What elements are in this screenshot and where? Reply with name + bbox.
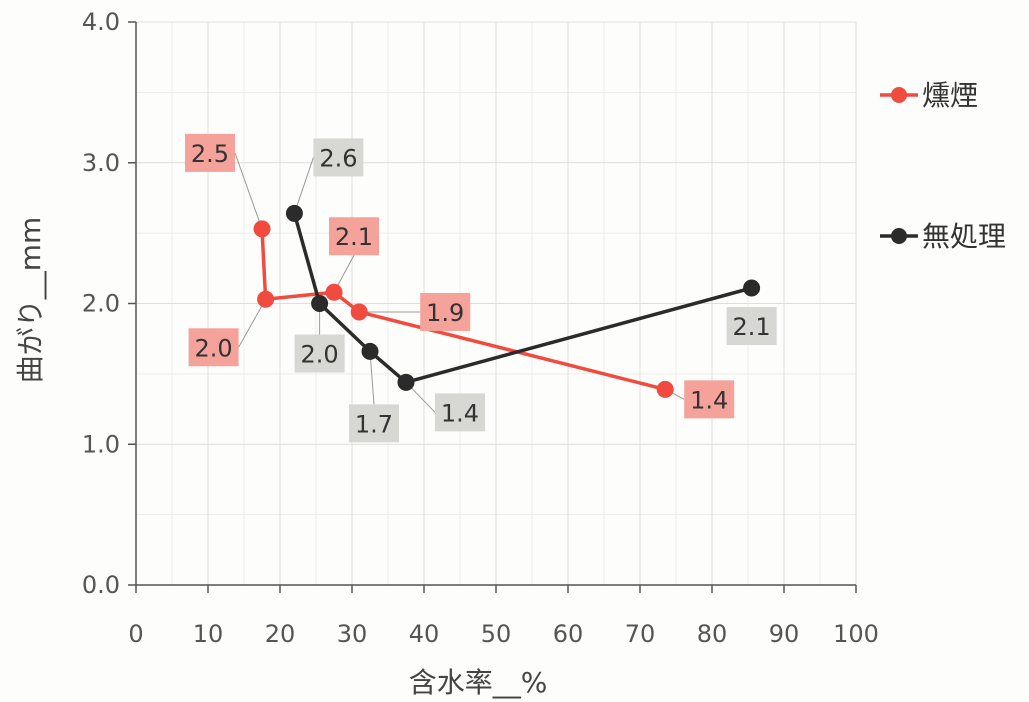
data-label-text: 2.5 — [191, 140, 229, 168]
data-point — [743, 279, 761, 297]
data-point — [325, 283, 343, 301]
x-tick-label: 90 — [769, 620, 800, 648]
label-leader-line — [369, 351, 375, 405]
y-axis-title: 曲がり__mm — [14, 217, 47, 384]
data-label-box — [684, 380, 735, 419]
label-leader-line — [293, 157, 314, 214]
data-point — [397, 373, 415, 391]
x-tick-label: 0 — [128, 620, 143, 648]
data-label-box — [294, 334, 345, 373]
x-tick-label: 80 — [697, 620, 728, 648]
data-label-box — [435, 393, 485, 432]
data-label-box — [420, 292, 471, 331]
series-1 — [253, 220, 674, 398]
y-tick-label: 2.0 — [82, 290, 120, 318]
data-label-box — [188, 328, 239, 367]
data-label-text: 1.4 — [690, 386, 728, 414]
data-point — [257, 290, 275, 308]
data-point — [285, 204, 303, 222]
data-label: 1.9 — [420, 292, 471, 331]
x-tick-label: 10 — [193, 620, 224, 648]
data-label: 2.1 — [726, 307, 777, 346]
x-tick-label: 20 — [265, 620, 296, 648]
label-leader-line — [238, 299, 267, 348]
y-tick-label: 3.0 — [82, 149, 120, 177]
data-label-text: 1.4 — [441, 399, 479, 427]
x-tick-label: 50 — [481, 620, 512, 648]
data-label-text: 2.0 — [195, 334, 233, 362]
data-label-text: 2.1 — [733, 313, 771, 341]
data-label-text: 1.7 — [355, 410, 393, 438]
legend-item-1: 燻煙 — [880, 79, 978, 112]
label-leader-line — [234, 152, 263, 230]
data-point — [311, 295, 329, 312]
data-label: 1.7 — [349, 404, 399, 443]
data-point — [253, 220, 271, 238]
series-group — [253, 204, 761, 398]
grid-lines — [136, 21, 857, 585]
x-tick-labels: 0 10 20 30 40 50 60 70 80 90 100 — [128, 620, 879, 648]
y-tick-label: 1.0 — [82, 430, 120, 458]
legend-item-2: 無処理 — [880, 220, 1006, 253]
legend-marker — [891, 87, 907, 103]
data-label-box — [185, 133, 235, 172]
data-label: 2.5 — [185, 133, 235, 172]
data-point — [350, 303, 368, 321]
data-label: 2.0 — [188, 328, 239, 367]
x-tick-label: 70 — [625, 620, 656, 648]
legend-label: 無処理 — [922, 220, 1006, 253]
data-label-text: 2.6 — [319, 144, 357, 172]
data-label: 2.0 — [294, 334, 345, 373]
data-label: 1.4 — [684, 380, 735, 419]
legend-label: 燻煙 — [922, 79, 978, 112]
data-label: 2.6 — [313, 138, 364, 177]
data-label-box — [313, 138, 364, 177]
data-point — [361, 342, 379, 360]
data-label-box — [349, 404, 399, 443]
x-tick-label: 40 — [409, 620, 440, 648]
x-axis-title: 含水率__% — [409, 666, 548, 699]
data-label: 2.1 — [329, 217, 379, 256]
data-label: 1.4 — [435, 393, 485, 432]
data-label-text: 1.9 — [426, 299, 464, 327]
data-labels: 2.5 2.0 2.1 1.9 1.4 2.6 2.0 1.7 1.4 2.1 — [185, 133, 777, 443]
data-point — [656, 380, 674, 398]
y-tick-label: 0.0 — [82, 571, 120, 599]
axes — [128, 21, 857, 593]
y-tick-labels: 0.0 1.0 2.0 3.0 4.0 — [82, 8, 120, 599]
x-tick-label: 30 — [337, 620, 368, 648]
x-tick-label: 100 — [833, 620, 879, 648]
y-tick-label: 4.0 — [82, 8, 120, 36]
data-label-text: 2.0 — [301, 341, 339, 369]
data-label-text: 2.1 — [335, 223, 373, 251]
data-label-box — [726, 307, 777, 346]
series-2 — [285, 204, 761, 391]
legend-marker — [891, 228, 907, 244]
data-label-box — [329, 217, 379, 256]
x-tick-label: 60 — [553, 620, 584, 648]
